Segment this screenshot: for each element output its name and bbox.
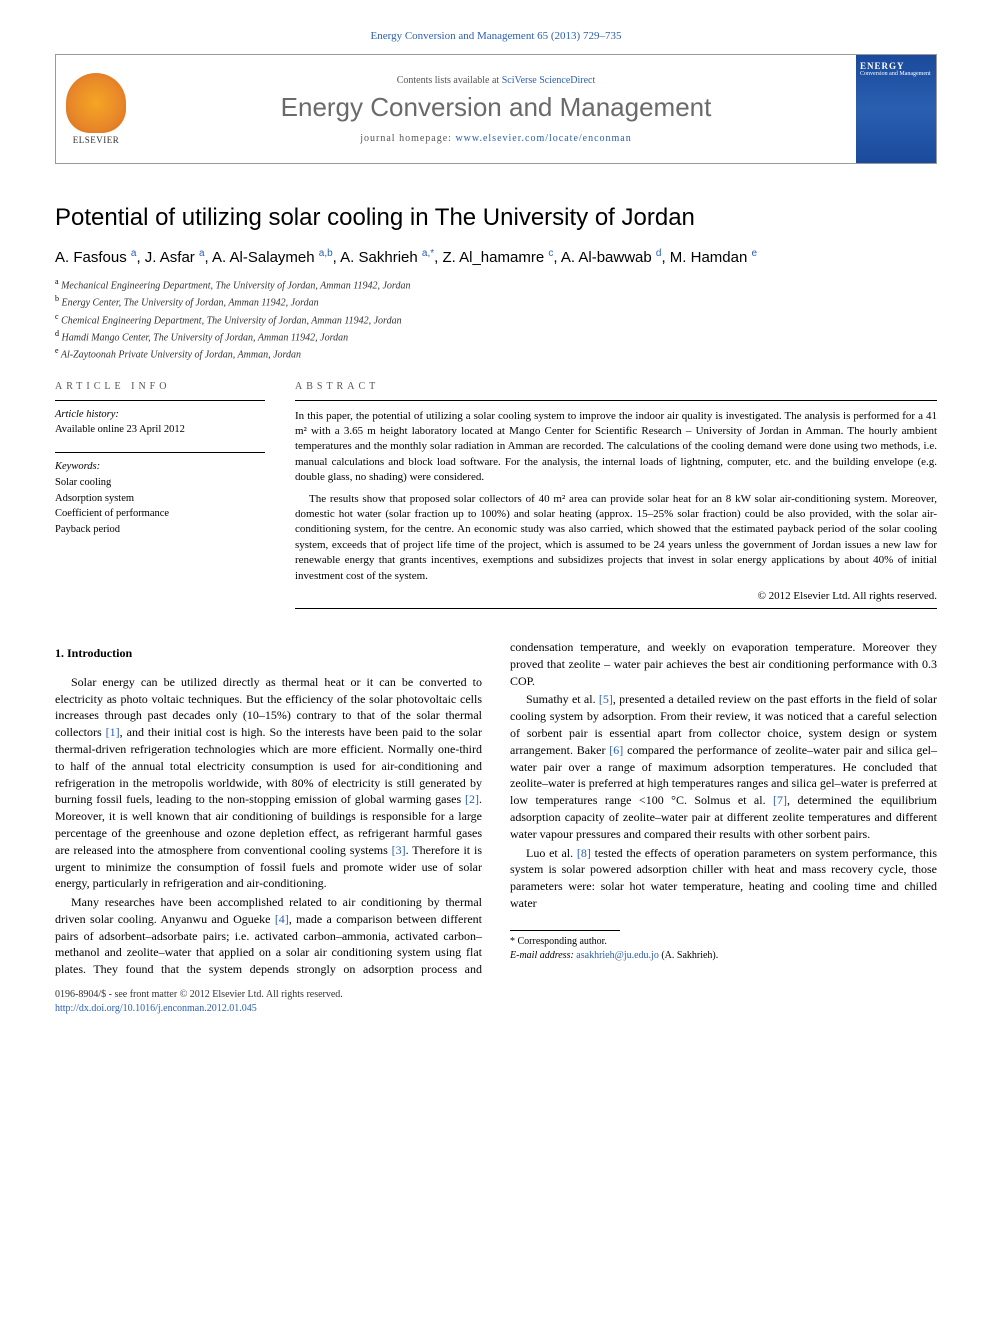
body-para: Luo et al. [8] tested the effects of ope…: [510, 845, 937, 912]
keywords-heading: Keywords:: [55, 459, 265, 475]
cover-subtitle: Conversion and Management: [860, 71, 932, 77]
history-line: Available online 23 April 2012: [55, 422, 265, 438]
email-name: (A. Sakhrieh).: [661, 950, 718, 961]
sciencedirect-link[interactable]: SciVerse ScienceDirect: [502, 75, 596, 86]
body-columns: 1. Introduction Solar energy can be util…: [55, 639, 937, 978]
keyword: Coefficient of performance: [55, 506, 265, 522]
contents-prefix: Contents lists available at: [397, 75, 502, 86]
cover-title: ENERGY: [860, 61, 932, 71]
article-title: Potential of utilizing solar cooling in …: [55, 204, 937, 232]
footnote-separator: [510, 930, 620, 931]
info-abstract-row: ARTICLE INFO Article history: Available …: [55, 381, 937, 609]
keyword: Solar cooling: [55, 475, 265, 491]
keywords-block: Keywords: Solar cooling Adsorption syste…: [55, 452, 265, 538]
body-para: Sumathy et al. [5], presented a detailed…: [510, 691, 937, 842]
corresponding-author: * Corresponding author. E-mail address: …: [510, 935, 937, 963]
article-history-block: Article history: Available online 23 Apr…: [55, 400, 265, 439]
abstract-para: In this paper, the potential of utilizin…: [295, 409, 937, 486]
section-title: Introduction: [67, 646, 132, 660]
header-center: Contents lists available at SciVerse Sci…: [136, 55, 856, 163]
elsevier-logo[interactable]: ELSEVIER: [56, 55, 136, 163]
history-heading: Article history:: [55, 407, 265, 423]
corr-label: * Corresponding author.: [510, 935, 937, 949]
journal-cover-thumb[interactable]: ENERGY Conversion and Management: [856, 55, 936, 163]
page-container: Energy Conversion and Management 65 (201…: [0, 0, 992, 1056]
email-label: E-mail address:: [510, 950, 576, 961]
affiliations: a Mechanical Engineering Department, The…: [55, 276, 937, 363]
article-info-label: ARTICLE INFO: [55, 381, 265, 392]
keyword: Adsorption system: [55, 491, 265, 507]
abstract-label: ABSTRACT: [295, 381, 937, 392]
abstract-column: ABSTRACT In this paper, the potential of…: [295, 381, 937, 609]
abstract-para: The results show that proposed solar col…: [295, 492, 937, 584]
doi-block: 0196-8904/$ - see front matter © 2012 El…: [55, 988, 937, 1016]
elsevier-label: ELSEVIER: [73, 135, 120, 145]
body-para: Solar energy can be utilized directly as…: [55, 674, 482, 892]
journal-name: Energy Conversion and Management: [281, 92, 712, 123]
homepage-line: journal homepage: www.elsevier.com/locat…: [360, 133, 632, 144]
email-link[interactable]: asakhrieh@ju.edu.jo: [576, 950, 659, 961]
elsevier-tree-icon: [66, 73, 126, 133]
section-number: 1.: [55, 646, 64, 660]
corr-email-line: E-mail address: asakhrieh@ju.edu.jo (A. …: [510, 949, 937, 963]
section-heading: 1. Introduction: [55, 645, 482, 662]
abstract-copyright: © 2012 Elsevier Ltd. All rights reserved…: [295, 590, 937, 609]
homepage-prefix: journal homepage:: [360, 133, 455, 144]
contents-line: Contents lists available at SciVerse Sci…: [397, 75, 596, 86]
issn-line: 0196-8904/$ - see front matter © 2012 El…: [55, 988, 937, 1002]
homepage-link[interactable]: www.elsevier.com/locate/enconman: [455, 133, 631, 144]
journal-reference: Energy Conversion and Management 65 (201…: [55, 30, 937, 42]
journal-ref-link[interactable]: Energy Conversion and Management 65 (201…: [371, 30, 622, 42]
doi-link[interactable]: http://dx.doi.org/10.1016/j.enconman.201…: [55, 1003, 257, 1014]
abstract-text: In this paper, the potential of utilizin…: [295, 400, 937, 584]
article-info-column: ARTICLE INFO Article history: Available …: [55, 381, 265, 609]
header-box: ELSEVIER Contents lists available at Sci…: [55, 54, 937, 164]
keyword: Payback period: [55, 522, 265, 538]
authors-line: A. Fasfous a, J. Asfar a, A. Al-Salaymeh…: [55, 248, 937, 266]
